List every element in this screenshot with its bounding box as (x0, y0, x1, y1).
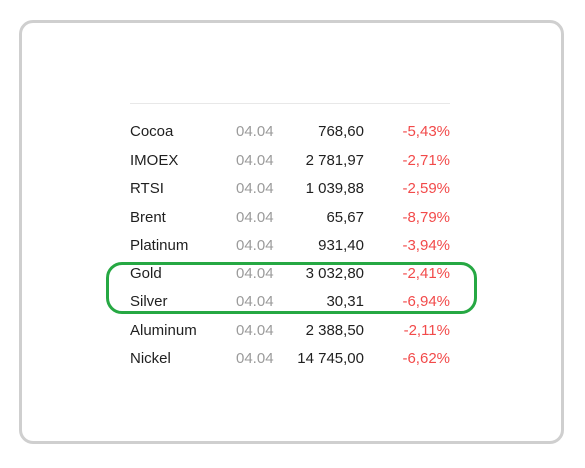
quote-change: -6,94% (402, 293, 450, 310)
instrument-name: Platinum (130, 237, 189, 254)
quote-value: 2 388,50 (305, 322, 364, 339)
table-row[interactable]: RTSI 04.04 1 039,88 -2,59% (130, 178, 452, 200)
table-divider (130, 103, 450, 104)
quote-change: -5,43% (402, 123, 450, 140)
table-row[interactable]: Brent 04.04 65,67 -8,79% (130, 207, 452, 229)
quote-value: 14 745,00 (297, 350, 364, 367)
quote-change: -2,41% (402, 265, 450, 282)
table-row[interactable]: Silver 04.04 30,31 -6,94% (130, 291, 452, 313)
quote-change: -3,94% (402, 237, 450, 254)
quote-date: 04.04 (236, 237, 274, 254)
quote-value: 30,31 (326, 293, 364, 310)
table-row[interactable]: Aluminum 04.04 2 388,50 -2,11% (130, 320, 452, 342)
quote-change: -6,62% (402, 350, 450, 367)
instrument-name: IMOEX (130, 151, 179, 169)
instrument-name: Aluminum (130, 322, 197, 339)
quote-date: 04.04 (236, 208, 274, 226)
instrument-name: Silver (130, 293, 168, 310)
quote-date: 04.04 (236, 322, 274, 339)
table-row[interactable]: Cocoa 04.04 768,60 -5,43% (130, 121, 452, 143)
instrument-name: Cocoa (130, 123, 174, 140)
quote-date: 04.04 (236, 151, 274, 169)
quote-date: 04.04 (236, 350, 274, 367)
quote-date: 04.04 (236, 123, 274, 140)
quote-change: -2,71% (402, 151, 450, 169)
table-row[interactable]: Platinum 04.04 931,40 -3,94% (130, 235, 452, 257)
quote-value: 65,67 (326, 208, 364, 226)
quote-change: -2,59% (402, 180, 450, 197)
instrument-name: Gold (130, 265, 162, 282)
table-row[interactable]: IMOEX 04.04 2 781,97 -2,71% (130, 150, 452, 172)
table-row[interactable]: Nickel 04.04 14 745,00 -6,62% (130, 348, 452, 370)
quote-date: 04.04 (236, 265, 274, 282)
quotes-card (19, 20, 564, 444)
table-row[interactable]: Gold 04.04 3 032,80 -2,41% (130, 263, 452, 285)
quote-value: 931,40 (318, 237, 364, 254)
quote-value: 768,60 (318, 123, 364, 140)
quote-value: 1 039,88 (305, 180, 364, 197)
quote-change: -8,79% (402, 208, 450, 226)
instrument-name: Brent (130, 208, 166, 226)
quote-date: 04.04 (236, 293, 274, 310)
quote-change: -2,11% (403, 322, 450, 339)
quote-value: 3 032,80 (305, 265, 364, 282)
instrument-name: Nickel (130, 350, 171, 367)
quote-date: 04.04 (236, 180, 274, 197)
instrument-name: RTSI (130, 180, 164, 197)
quote-value: 2 781,97 (305, 151, 364, 169)
